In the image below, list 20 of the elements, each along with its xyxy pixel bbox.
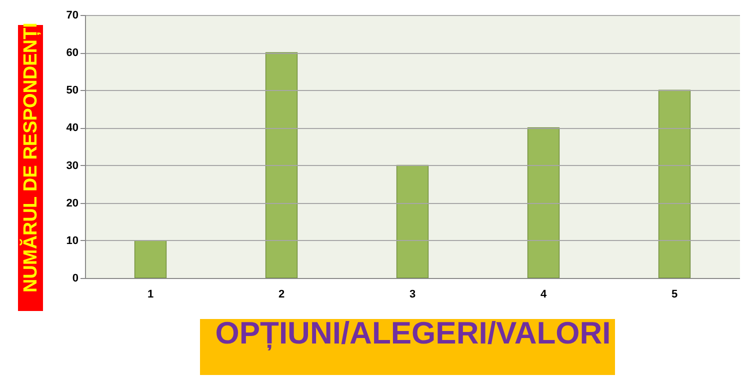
y-tick-label: 60 [66, 47, 78, 60]
x-tick-label: 4 [540, 288, 548, 300]
y-tick-label: 40 [66, 122, 78, 134]
bar [396, 164, 429, 278]
x-tick-label: 3 [409, 288, 416, 300]
y-tick-label: 30 [66, 160, 78, 172]
x-axis-title: OPȚIUNI/ALEGERI/VALORI [215, 316, 611, 350]
y-tick-label: 20 [66, 197, 78, 210]
bar [527, 127, 560, 278]
y-axis-title: NUMĂRUL DE RESPONDENȚI [20, 22, 42, 292]
bar [658, 90, 691, 278]
y-tick-label: 10 [66, 234, 78, 247]
bar [265, 52, 298, 278]
y-tick-label: 0 [72, 272, 78, 284]
x-tick-label: 1 [147, 288, 154, 300]
x-tick-label: 5 [671, 288, 678, 300]
bar [134, 240, 167, 278]
y-tick-label: 50 [66, 84, 78, 97]
y-tick-label: 70 [66, 10, 78, 22]
x-tick-label: 2 [278, 288, 285, 300]
